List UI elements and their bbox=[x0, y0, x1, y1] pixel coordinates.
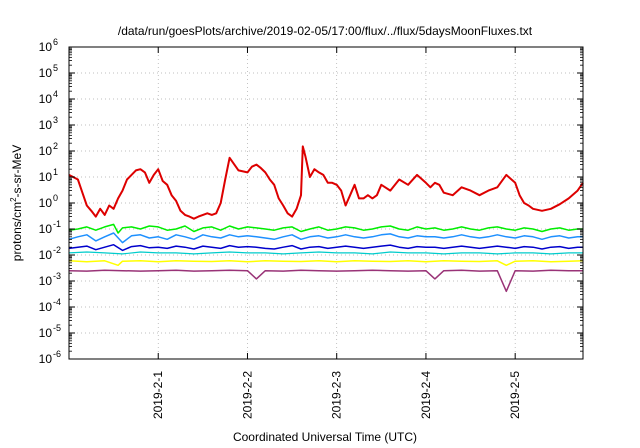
tick-group: 10-610-510-410-310-210-11001011021031041… bbox=[39, 37, 583, 419]
series-line-3 bbox=[68, 232, 583, 244]
y-tick-label-exp: 4 bbox=[53, 89, 58, 99]
y-tick-label-exp: -6 bbox=[53, 349, 61, 359]
series-line-2 bbox=[68, 223, 583, 234]
y-tick-label-exp: 6 bbox=[53, 37, 58, 47]
y-tick-label-base: 10 bbox=[39, 40, 53, 54]
series-line-4 bbox=[68, 243, 583, 252]
y-tick-label-base: 10 bbox=[39, 300, 53, 314]
y-axis-label-sup: 2 bbox=[9, 197, 18, 202]
y-tick-label: 102 bbox=[39, 141, 58, 158]
series-line-1 bbox=[68, 145, 584, 220]
y-tick-label-base: 10 bbox=[39, 274, 53, 288]
y-tick-label-exp: 5 bbox=[53, 63, 58, 73]
y-tick-label-exp: -1 bbox=[53, 219, 61, 229]
y-tick-label-exp: -4 bbox=[53, 297, 61, 307]
y-tick-label: 10-3 bbox=[39, 271, 61, 288]
y-tick-label-exp: -5 bbox=[53, 323, 61, 333]
y-tick-label: 10-1 bbox=[39, 219, 61, 236]
y-tick-label-base: 10 bbox=[39, 196, 53, 210]
grid bbox=[69, 47, 583, 359]
y-axis-label: protons/cm2-s-sr-MeV bbox=[9, 145, 24, 261]
y-axis-label-base: protons/cm bbox=[10, 202, 24, 261]
series-line-6 bbox=[68, 260, 584, 267]
y-tick-label-base: 10 bbox=[39, 352, 53, 366]
x-tick-label: 2019-2-3 bbox=[330, 371, 344, 419]
y-tick-label-exp: 3 bbox=[53, 115, 58, 125]
y-tick-label: 10-4 bbox=[39, 297, 61, 314]
y-tick-label-exp: 2 bbox=[53, 141, 58, 151]
y-tick-label: 106 bbox=[39, 37, 58, 54]
x-tick-label: 2019-2-1 bbox=[151, 371, 165, 419]
y-tick-label-exp: -2 bbox=[53, 245, 61, 255]
series-line-7 bbox=[68, 269, 583, 293]
y-tick-label: 105 bbox=[39, 63, 58, 80]
series-group bbox=[68, 145, 584, 293]
x-tick-label: 2019-2-4 bbox=[419, 371, 433, 419]
y-tick-label: 10-6 bbox=[39, 349, 61, 366]
y-tick-label: 104 bbox=[39, 89, 58, 106]
y-tick-label-base: 10 bbox=[39, 222, 53, 236]
y-tick-label-base: 10 bbox=[39, 326, 53, 340]
chart-title: /data/run/goesPlots/archive/2019-02-05/1… bbox=[118, 24, 533, 38]
y-tick-label: 101 bbox=[39, 167, 58, 184]
x-tick-label: 2019-2-2 bbox=[240, 371, 254, 419]
y-tick-label: 10-5 bbox=[39, 323, 61, 340]
y-tick-label-base: 10 bbox=[39, 170, 53, 184]
y-tick-label-exp: -3 bbox=[53, 271, 61, 281]
y-tick-label-base: 10 bbox=[39, 248, 53, 262]
y-tick-label-base: 10 bbox=[39, 92, 53, 106]
y-tick-label-base: 10 bbox=[39, 118, 53, 132]
y-tick-label-exp: 1 bbox=[53, 167, 58, 177]
y-tick-label-base: 10 bbox=[39, 66, 53, 80]
y-tick-label-base: 10 bbox=[39, 144, 53, 158]
x-axis-label: Coordinated Universal Time (UTC) bbox=[233, 430, 417, 444]
y-tick-label: 10-2 bbox=[39, 245, 61, 262]
x-tick-label: 2019-2-5 bbox=[508, 371, 522, 419]
y-tick-label-exp: 0 bbox=[53, 193, 58, 203]
y-tick-label: 100 bbox=[39, 193, 58, 210]
y-axis-label-rest: -s-sr-MeV bbox=[10, 145, 24, 198]
y-tick-label: 103 bbox=[39, 115, 58, 132]
series-line-5 bbox=[68, 251, 583, 255]
